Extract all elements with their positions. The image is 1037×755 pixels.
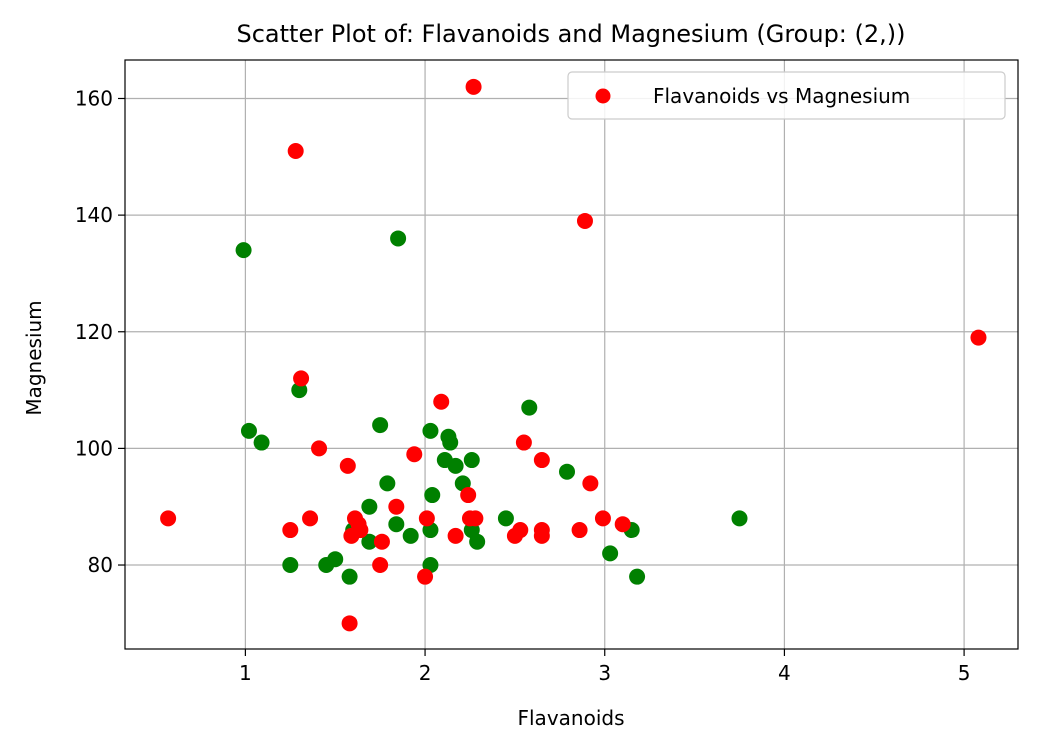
x-tick-label: 1 [239,661,252,685]
data-point [372,557,389,574]
data-point [533,527,550,544]
data-point [341,615,358,632]
data-point [515,434,532,451]
x-tick-label: 2 [419,661,432,685]
data-point [417,568,434,585]
data-point [287,142,304,159]
data-point [390,230,407,247]
data-point [447,457,464,474]
data-point [469,533,486,550]
x-tick-label: 5 [958,661,971,685]
data-point [406,446,423,463]
legend-box [567,71,1006,120]
data-point [467,510,484,527]
data-point [463,452,480,469]
data-point [460,487,477,504]
data-point [512,522,529,539]
data-point [311,440,328,457]
data-point [327,551,344,568]
data-point [160,510,177,527]
data-point [253,434,270,451]
data-point [582,475,599,492]
data-point [442,434,459,451]
data-point [629,568,646,585]
data-point [302,510,319,527]
data-point [559,463,576,480]
y-tick-label: 140 [75,203,113,227]
x-axis-label: Flavanoids [518,706,625,730]
data-point [373,533,390,550]
data-point [614,516,631,533]
data-point [235,242,252,259]
y-axis-label: Magnesium [22,300,46,415]
y-tick-label: 100 [75,436,113,460]
data-point [576,212,593,229]
data-point [418,510,435,527]
data-point [402,527,419,544]
data-point [282,557,299,574]
y-tick-label: 160 [75,86,113,110]
data-point [447,527,464,544]
data-point [497,510,514,527]
data-point [433,393,450,410]
data-point [521,399,538,416]
axis-ticks: 1 2 3 4 5 80 100 120 140 160 [75,86,971,685]
data-point [571,522,588,539]
data-point [379,475,396,492]
data-point [240,422,257,439]
data-point [533,452,550,469]
data-point [372,417,389,434]
y-tick-label: 120 [75,320,113,344]
data-point [388,498,405,515]
data-points [160,78,987,632]
legend: Flavanoids vs Magnesium [567,71,1006,120]
data-point [970,329,987,346]
data-point [424,487,441,504]
data-point [352,522,369,539]
data-point [465,78,482,95]
data-point [731,510,748,527]
x-tick-label: 4 [778,661,791,685]
data-point [388,516,405,533]
data-point [361,533,378,550]
data-point [341,568,358,585]
data-point [339,457,356,474]
chart-title: Scatter Plot of: Flavanoids and Magnesiu… [236,20,905,48]
legend-label: Flavanoids vs Magnesium [653,84,910,108]
data-point [602,545,619,562]
data-point [361,498,378,515]
legend-marker [595,88,611,104]
data-point [594,510,611,527]
plot-frame [124,59,1019,650]
data-point [282,522,299,539]
x-tick-label: 3 [598,661,611,685]
data-point [293,370,310,387]
y-tick-label: 80 [88,553,113,577]
data-point [422,422,439,439]
